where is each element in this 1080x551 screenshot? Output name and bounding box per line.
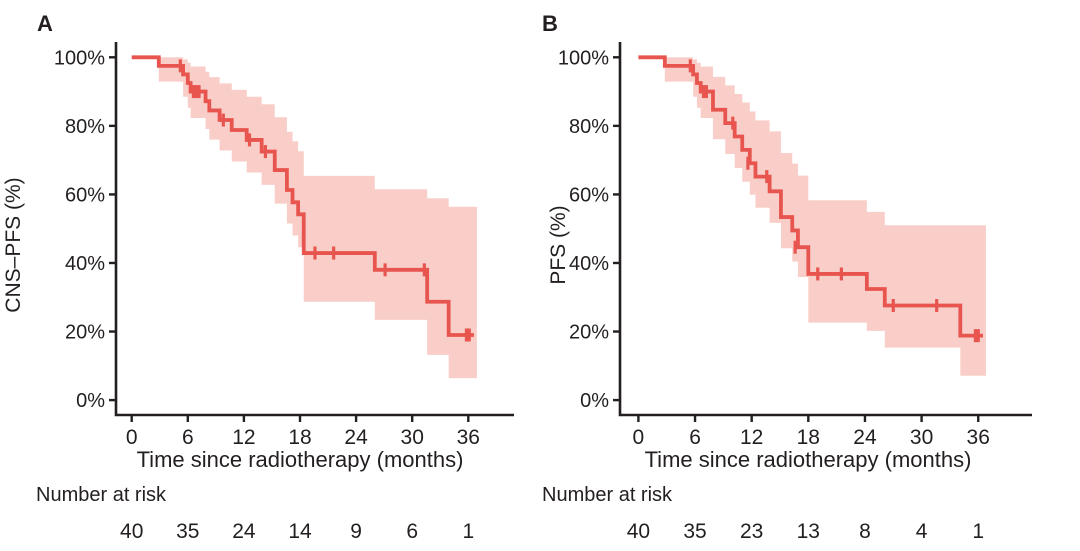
survival-curve: [638, 55, 983, 338]
x-tick-label: 36: [967, 426, 990, 449]
number-at-risk-value: 13: [797, 520, 820, 543]
x-tick-label: 12: [740, 426, 763, 449]
y-tick-label: 20%: [65, 322, 105, 344]
axes: [618, 42, 1032, 417]
number-at-risk-value: 1: [972, 520, 984, 543]
number-at-risk-value: 8: [859, 520, 871, 543]
x-tick-label: 0: [633, 426, 645, 449]
number-at-risk-value: 24: [232, 520, 256, 543]
y-tick-label: 60%: [65, 184, 105, 206]
panel-b: 0 6 12 18 24 30 36 0% 20% 40% 60% 80% 100% 40 35 23 13 8 4…: [540, 0, 1080, 551]
y-tick-label: 20%: [569, 322, 609, 344]
y-axis-title-a: CNS–PFS (%): [2, 177, 25, 313]
x-tick-label: 30: [401, 426, 424, 449]
survival-curve: [131, 55, 474, 337]
y-tick-label: 80%: [569, 116, 609, 138]
x-tick-label: 12: [232, 426, 255, 449]
x-axis-title-a: Time since radiotherapy (months): [136, 447, 464, 472]
y-tick-label: 60%: [569, 184, 609, 206]
x-tick-label: 18: [288, 426, 311, 449]
number-at-risk-value: 14: [288, 520, 312, 543]
number-at-risk-label-b: Number at risk: [542, 484, 673, 506]
x-axis-ticks: 0 6 12 18 24 30 36: [633, 415, 990, 449]
number-at-risk-value: 4: [916, 520, 928, 543]
x-tick-label: 0: [126, 426, 138, 449]
km-plot-b: 0 6 12 18 24 30 360%20%40%60%80%100%40 35 23 13 8 4…: [558, 42, 1032, 543]
y-tick-label: 40%: [65, 253, 105, 275]
x-tick-label: 6: [689, 426, 701, 449]
y-tick-label: 0%: [76, 390, 105, 412]
number-at-risk-value: 23: [740, 520, 763, 543]
x-tick-label: 36: [457, 426, 480, 449]
number-at-risk-value: 6: [406, 520, 418, 543]
number-at-risk-label-a: Number at risk: [36, 484, 167, 506]
number-at-risk-value: 9: [350, 520, 362, 543]
panel-a-letter: A: [37, 11, 53, 36]
x-tick-label: 30: [910, 426, 933, 449]
number-at-risk-value: 35: [176, 520, 199, 543]
x-tick-label: 6: [182, 426, 194, 449]
panel-b-letter: B: [542, 11, 558, 36]
x-axis-ticks: 0 6 12 18 24 30 36: [126, 415, 480, 449]
number-at-risk-value: 35: [683, 520, 706, 543]
axes: [114, 42, 514, 417]
number-at-risk-value: 1: [462, 520, 474, 543]
y-tick-label: 100%: [558, 47, 609, 69]
x-axis-title-b: Time since radiotherapy (months): [644, 447, 972, 472]
km-plot-a: 0 6 12 18 24 30 36 0% 20% 40% 60% 80% 100% 40 35 24 14 9 6…: [54, 42, 514, 543]
y-tick-label: 40%: [569, 253, 609, 275]
y-axis-title-b: PFS (%): [547, 205, 570, 285]
panel-a: 0 6 12 18 24 30 36 0% 20% 40% 60% 80% 100% 40 35 24 14 9 6…: [2, 11, 514, 543]
y-tick-label: 0%: [580, 390, 609, 412]
number-at-risk-row: 40 35 24 14 9 6 1: [120, 520, 474, 543]
number-at-risk-row: 40 35 23 13 8 4 1: [627, 520, 984, 543]
censor-marks: [688, 59, 980, 343]
censor-marks: [178, 59, 471, 342]
y-axis-ticks: 0% 20% 40% 60% 80% 100%: [558, 47, 620, 412]
x-tick-label: 24: [853, 426, 877, 449]
y-tick-label: 80%: [65, 116, 105, 138]
x-tick-label: 18: [797, 426, 820, 449]
number-at-risk-value: 40: [627, 520, 650, 543]
number-at-risk-value: 40: [120, 520, 143, 543]
y-tick-label: 100%: [54, 47, 105, 69]
y-axis-ticks: 0% 20% 40% 60% 80% 100%: [54, 47, 116, 412]
x-tick-label: 24: [344, 426, 368, 449]
confidence-band: [638, 57, 986, 376]
